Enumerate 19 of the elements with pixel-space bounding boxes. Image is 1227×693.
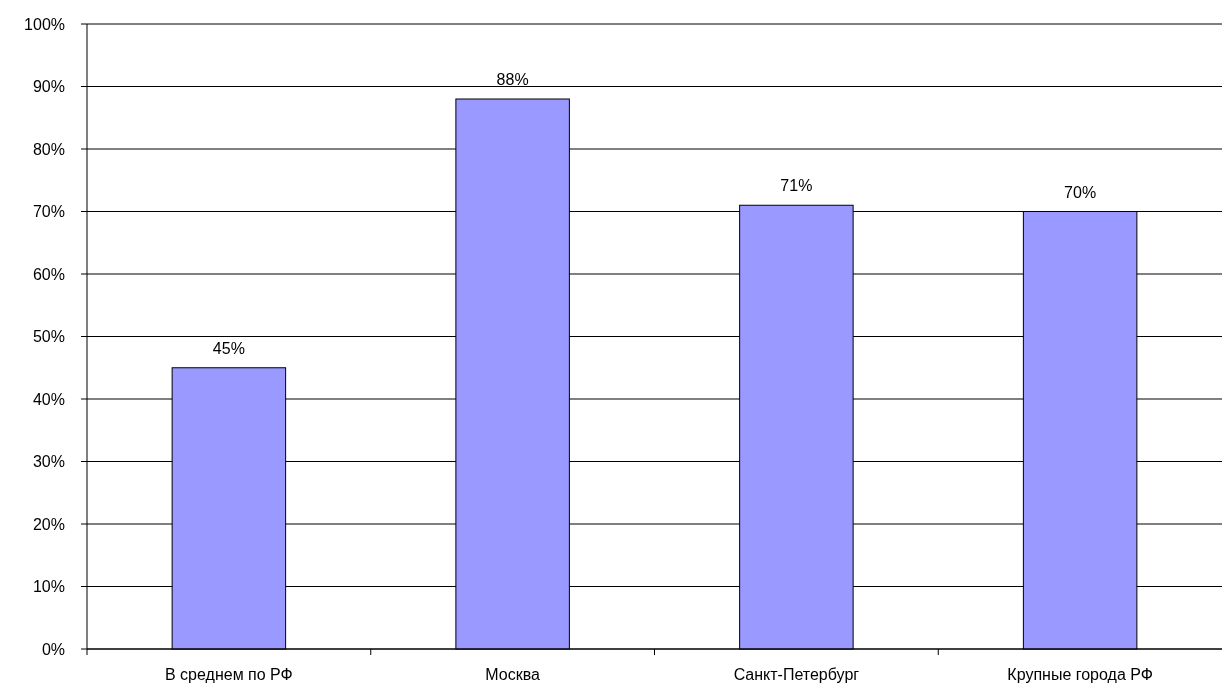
y-tick-label: 10%: [32, 578, 65, 596]
x-tick-label: Москва: [485, 666, 541, 683]
y-tick-label: 50%: [32, 328, 65, 346]
data-label: 70%: [1064, 183, 1097, 201]
y-tick-label: 30%: [32, 453, 65, 471]
x-tick-label: Санкт-Петербург: [733, 666, 860, 683]
y-tick-label: 60%: [32, 265, 65, 283]
y-tick-label: 0%: [41, 640, 65, 658]
y-tick-label: 70%: [32, 203, 65, 221]
y-tick-label: 80%: [32, 140, 65, 158]
y-tick-label: 100%: [24, 15, 65, 33]
data-label: 71%: [780, 177, 813, 195]
y-tick-label: 40%: [32, 390, 65, 408]
y-tick-label: 90%: [32, 78, 65, 96]
x-tick-label: Крупные города РФ: [1007, 666, 1153, 683]
y-tick-label: 20%: [32, 515, 65, 533]
data-label: 88%: [496, 71, 529, 88]
x-tick-label: В среднем по РФ: [165, 666, 293, 683]
data-label: 45%: [212, 339, 245, 357]
